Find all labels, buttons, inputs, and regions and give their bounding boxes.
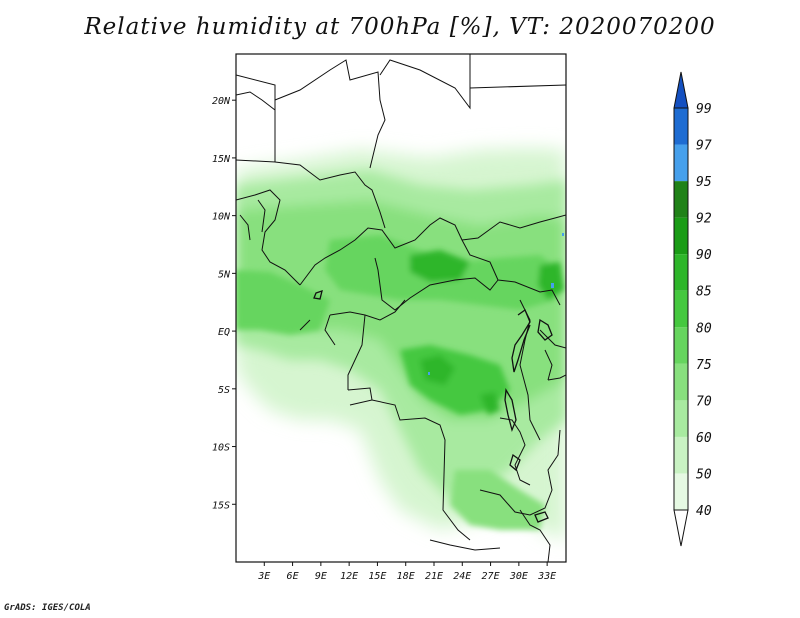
y-tick-label: 10N xyxy=(212,212,231,223)
colorbar-segment xyxy=(674,108,688,145)
y-axis: 20N 15N 10N 5N EQ 5S 10S 15S xyxy=(212,96,236,511)
colorbar-label: 90 xyxy=(696,248,712,263)
colorbar-segment xyxy=(674,327,688,364)
x-tick-label: 9E xyxy=(315,571,327,582)
x-tick-label: 6E xyxy=(287,571,299,582)
colorbar-segment xyxy=(674,400,688,437)
colorbar-label: 40 xyxy=(696,504,712,519)
x-tick-label: 15E xyxy=(368,571,386,582)
x-tick-label: 21E xyxy=(425,571,443,582)
y-tick-label: 15S xyxy=(212,500,230,511)
x-tick-label: 27E xyxy=(482,571,500,582)
colorbar-label: 75 xyxy=(696,358,712,373)
y-tick-label: EQ xyxy=(218,327,230,338)
y-tick-label: 15N xyxy=(212,154,231,165)
colorbar-label: 70 xyxy=(696,394,712,409)
y-tick-label: 5N xyxy=(218,269,231,280)
colorbar-label: 80 xyxy=(696,321,712,336)
colorbar-frame xyxy=(673,107,689,511)
x-tick-label: 30E xyxy=(509,571,528,582)
colorbar-segment xyxy=(674,363,688,401)
colorbar-high-arrow xyxy=(673,71,689,109)
x-tick-label: 18E xyxy=(397,571,415,582)
colorbar-label: 50 xyxy=(696,467,712,482)
map-title: Relative humidity at 700hPa [%], VT: 202… xyxy=(84,14,716,40)
lake-outlines xyxy=(313,290,553,523)
grads-credit: GrADS: IGES/COLA xyxy=(4,603,91,613)
x-axis: 3E 6E 9E 12E 15E 18E 21E 24E 27E 30E 33E xyxy=(257,562,556,582)
colorbar-segment xyxy=(674,144,688,182)
x-tick-label: 12E xyxy=(340,571,358,582)
colorbar-segment xyxy=(674,290,688,328)
colorbar-segment xyxy=(674,254,688,291)
colorbar-label: 92 xyxy=(696,212,712,227)
y-tick-label: 5S xyxy=(218,385,230,396)
country-borders xyxy=(236,54,566,562)
plot-frame xyxy=(235,53,567,563)
colorbar-label: 95 xyxy=(696,175,712,190)
colorbar-segment xyxy=(674,181,688,218)
colorbar-label: 97 xyxy=(696,139,712,154)
colorbar-label: 85 xyxy=(696,285,712,300)
y-tick-label: 20N xyxy=(212,96,231,107)
colorbar-segment xyxy=(674,473,688,510)
colorbar-low-arrow xyxy=(673,509,689,547)
y-tick-label: 10S xyxy=(212,443,230,454)
x-tick-label: 3E xyxy=(257,571,270,582)
colorbar: 40 50 60 70 75 80 85 90 92 95 97 99 xyxy=(673,71,712,547)
humidity-shading xyxy=(236,54,566,562)
colorbar-segment xyxy=(674,436,688,474)
colorbar-segment xyxy=(674,217,688,255)
x-tick-label: 24E xyxy=(453,571,471,582)
colorbar-label: 99 xyxy=(696,102,712,117)
x-tick-label: 33E xyxy=(537,571,556,582)
colorbar-label: 60 xyxy=(696,431,712,446)
